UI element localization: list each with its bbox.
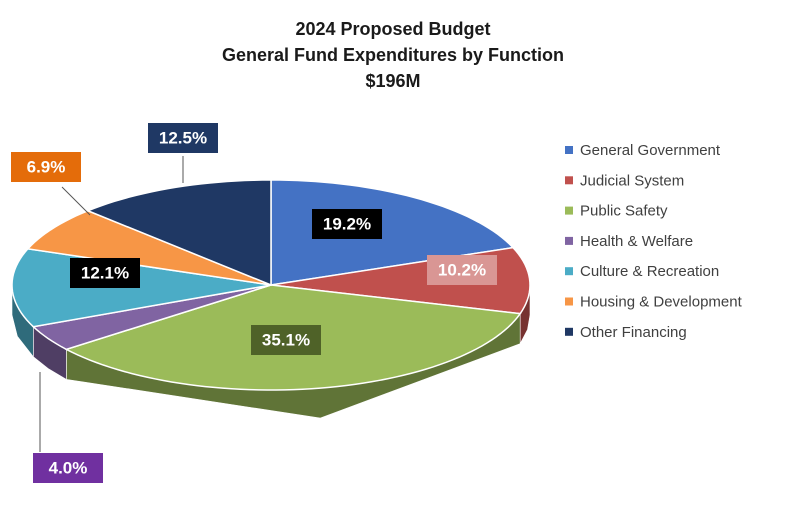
slice [85, 179, 272, 287]
data-label: 19.2% [323, 214, 371, 233]
label-box [70, 258, 140, 288]
legend-swatch [565, 206, 573, 215]
label-box [427, 255, 497, 285]
data-label: 12.5% [159, 128, 207, 147]
legend-swatch [565, 327, 573, 336]
legend-swatch [565, 236, 573, 245]
data-label: 6.9% [27, 157, 66, 176]
legend-label: Judicial System [580, 172, 684, 189]
legend-label: Housing & Development [580, 293, 743, 310]
slice [26, 209, 272, 286]
data-label: 35.1% [262, 330, 310, 349]
legend-label: Public Safety [580, 203, 668, 220]
legend-label: Health & Welfare [580, 233, 693, 250]
label-box [148, 123, 218, 153]
label-box [312, 209, 382, 239]
slice [31, 284, 272, 351]
legend-swatch [565, 297, 573, 306]
legend-swatch [565, 267, 573, 276]
data-label: 10.2% [438, 260, 486, 279]
label-box [251, 325, 321, 355]
data-label: 4.0% [49, 458, 88, 477]
chart-title: 2024 Proposed Budget [295, 19, 490, 39]
legend-label: Other Financing [580, 324, 687, 341]
leader-line [61, 186, 91, 216]
legend-label: Culture & Recreation [580, 263, 719, 280]
legend-label: General Government [580, 142, 721, 159]
legend-swatch [565, 176, 573, 185]
data-label: 12.1% [81, 263, 129, 282]
legend-swatch [565, 146, 573, 154]
chart-title: General Fund Expenditures by Function [222, 45, 564, 65]
label-box [11, 152, 81, 182]
label-box [33, 453, 103, 483]
chart-title: $196M [365, 71, 420, 91]
slice [270, 179, 515, 286]
